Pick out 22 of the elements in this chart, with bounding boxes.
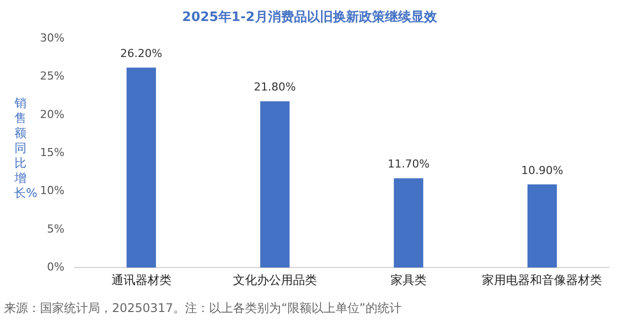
y-tick-label: 0% xyxy=(46,260,64,274)
bar xyxy=(260,101,290,268)
x-tick-label: 通讯器材类 xyxy=(111,272,172,287)
data-label: 26.20% xyxy=(120,46,162,60)
x-tick-label: 文化办公用品类 xyxy=(232,272,317,287)
y-tick-label: 20% xyxy=(40,108,64,121)
data-label: 21.80% xyxy=(254,80,296,94)
x-tick-label: 家用电器和音像器材类 xyxy=(482,272,602,287)
chart-title: 2025年1-2月消费品以旧换新政策继续显效 xyxy=(181,8,438,26)
bar xyxy=(394,178,424,268)
source-note: 来源：国家统计局，20250317。注：以上各类别为“限额以上单位”的统计 xyxy=(4,300,402,317)
y-tick-label: 15% xyxy=(40,146,64,159)
x-tick-label: 家具类 xyxy=(390,272,427,287)
y-tick-label: 5% xyxy=(46,222,64,236)
y-tick-label: 30% xyxy=(40,31,64,44)
y-tick-label: 10% xyxy=(40,184,64,198)
data-label: 10.90% xyxy=(521,164,564,177)
y-tick-label: 25% xyxy=(40,70,64,83)
bar xyxy=(126,68,156,268)
bar xyxy=(527,184,557,268)
y-axis-title: 销售额同比增长% xyxy=(14,96,38,201)
data-label: 11.70% xyxy=(388,158,430,171)
